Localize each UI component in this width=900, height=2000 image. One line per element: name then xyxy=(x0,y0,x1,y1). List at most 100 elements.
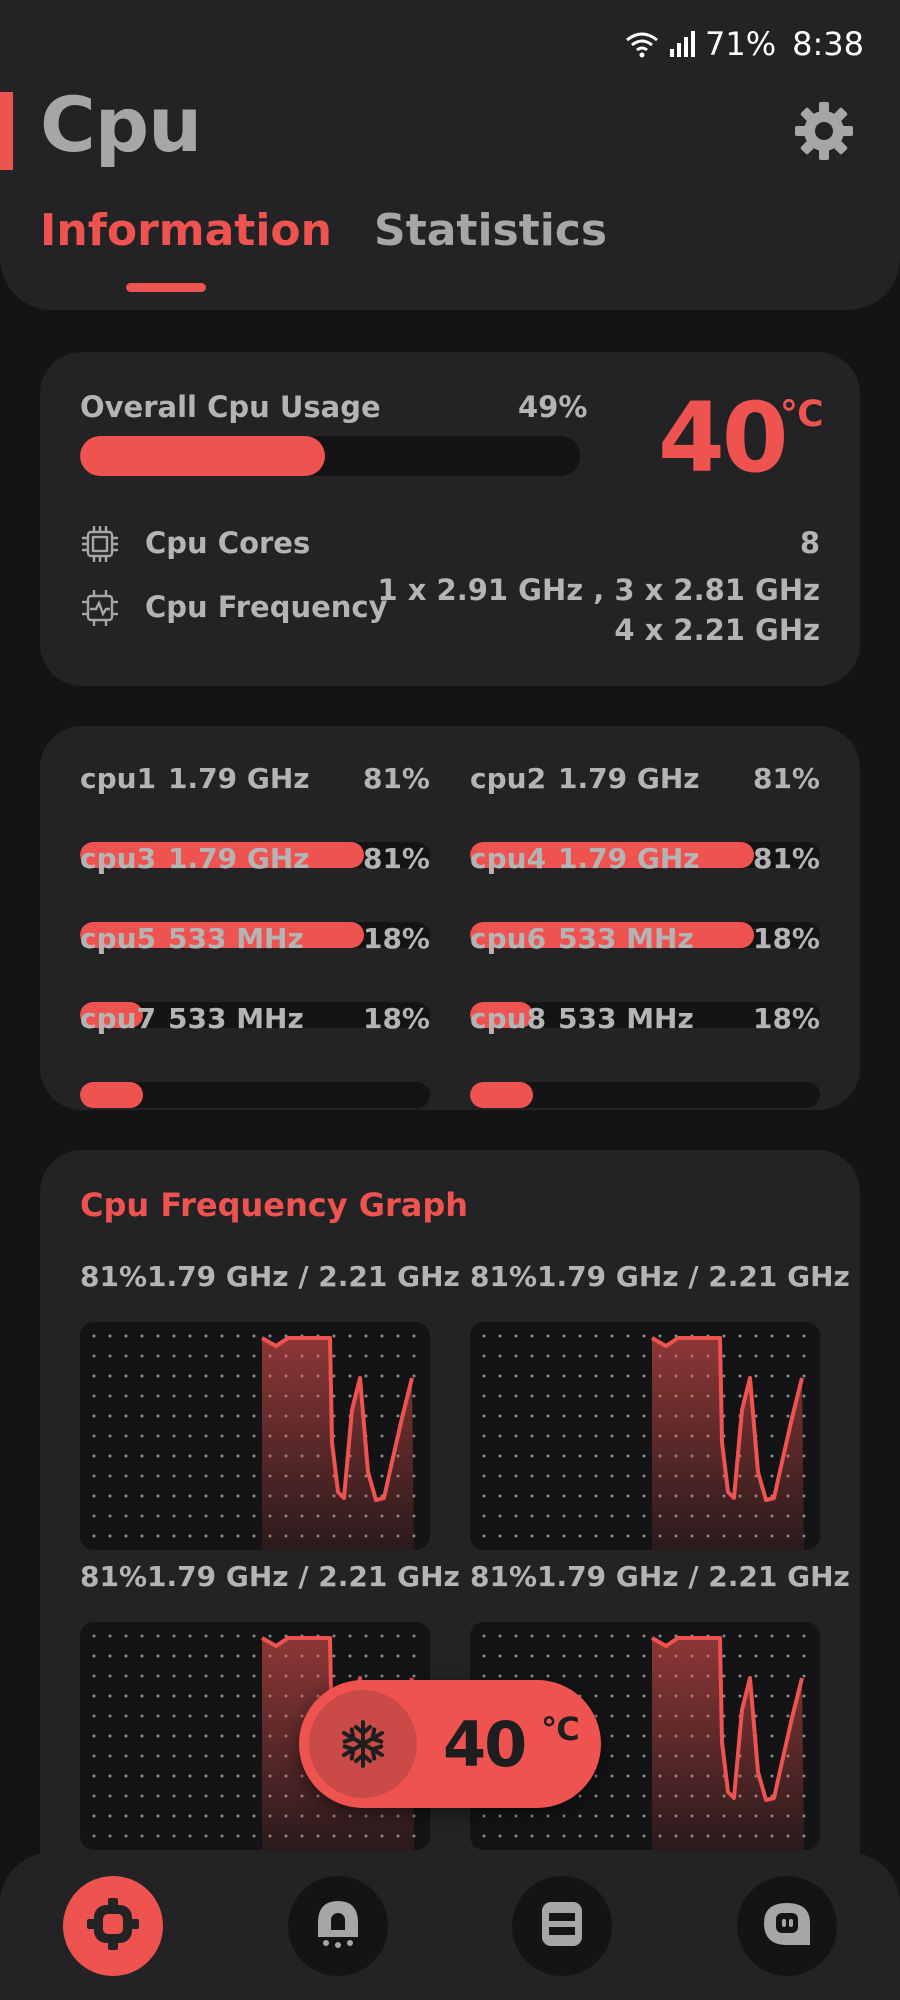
frequency-value: 1 x 2.91 GHz , 3 x 2.81 GHz 4 x 2.21 GHz xyxy=(377,570,820,650)
active-tab-indicator xyxy=(126,283,206,292)
signal-icon xyxy=(669,31,696,57)
title-accent-bar xyxy=(0,92,13,170)
graph-plot xyxy=(470,1622,820,1850)
core-percent: 81% xyxy=(362,762,430,795)
graph-line xyxy=(651,1336,804,1502)
cpu-chip-icon xyxy=(86,1897,140,1955)
graph-line xyxy=(651,1636,804,1802)
core-usage-item: cpu2 1.79 GHz 81% xyxy=(470,762,820,868)
graph-area xyxy=(652,1338,804,1550)
core-percent: 18% xyxy=(362,922,430,955)
tab-information[interactable]: Information xyxy=(40,205,332,256)
graph-area xyxy=(262,1338,414,1550)
usage-label: Overall Cpu Usage xyxy=(80,390,381,424)
core-percent: 18% xyxy=(362,1002,430,1035)
core-progress-fill xyxy=(80,842,364,868)
cpu-chip-icon xyxy=(80,524,120,564)
core-progress-fill xyxy=(470,1082,533,1108)
floating-temperature-unit: ℃ xyxy=(541,1710,580,1748)
frequency-graph: 81%1.79 GHz / 2.21 GHz xyxy=(470,1260,850,1550)
frequency-graph: 81%1.79 GHz / 2.21 GHz xyxy=(470,1560,850,1850)
core-frequency: 533 MHz xyxy=(168,1002,304,1035)
frequency-line-2: 4 x 2.21 GHz xyxy=(614,613,820,647)
core-name: cpu4 xyxy=(470,842,547,875)
graph-card-title: Cpu Frequency Graph xyxy=(80,1186,469,1224)
core-frequency: 1.79 GHz xyxy=(558,842,700,875)
cpu-overview-card: Overall Cpu Usage 49% 40 ℃ Cpu Cores 8 C… xyxy=(40,352,860,686)
core-progress-bar xyxy=(470,922,820,948)
floating-temperature-value: 40 xyxy=(443,1708,527,1781)
settings-gear-icon[interactable] xyxy=(793,100,855,162)
core-progress-fill xyxy=(470,922,754,948)
core-progress-bar xyxy=(470,1002,820,1028)
cores-value: 8 xyxy=(799,526,820,560)
graph-plot xyxy=(80,1322,430,1550)
core-name: cpu1 xyxy=(80,762,157,795)
core-progress-fill xyxy=(470,842,754,868)
core-usage-item: cpu8 533 MHz 18% xyxy=(470,1002,820,1108)
core-usage-item: cpu1 1.79 GHz 81% xyxy=(80,762,430,868)
core-name: cpu6 xyxy=(470,922,547,955)
core-frequency: 1.79 GHz xyxy=(558,762,700,795)
graph-plot xyxy=(470,1322,820,1550)
core-progress-fill xyxy=(80,1082,143,1108)
core-name: cpu5 xyxy=(80,922,157,955)
battery-percent: 71% xyxy=(705,25,777,63)
wifi-icon xyxy=(625,30,659,58)
core-progress-fill xyxy=(470,1002,533,1028)
graph-label: 81%1.79 GHz / 2.21 GHz xyxy=(80,1260,460,1293)
core-frequency: 533 MHz xyxy=(168,922,304,955)
snowflake-icon xyxy=(309,1690,417,1798)
nav-ghost-button[interactable] xyxy=(288,1876,388,1976)
cores-label: Cpu Cores xyxy=(145,526,311,560)
graph-area xyxy=(262,1638,414,1850)
chat-bot-icon xyxy=(760,1899,814,1953)
floating-temperature-button[interactable]: 40 ℃ xyxy=(299,1680,601,1808)
core-percent: 81% xyxy=(362,842,430,875)
core-progress-fill xyxy=(80,922,364,948)
frequency-label: Cpu Frequency xyxy=(145,590,388,624)
usage-percent: 49% xyxy=(518,390,588,424)
ghost-icon xyxy=(313,1897,363,1955)
graph-label: 81%1.79 GHz / 2.21 GHz xyxy=(470,1260,850,1293)
core-name: cpu7 xyxy=(80,1002,157,1035)
core-progress-bar xyxy=(470,1082,820,1108)
core-frequency: 533 MHz xyxy=(558,1002,694,1035)
temperature-value: 40 xyxy=(658,382,789,494)
usage-progress-fill xyxy=(80,436,325,476)
frequency-chip-icon xyxy=(80,588,120,628)
frequency-line-1: 1 x 2.91 GHz , 3 x 2.81 GHz xyxy=(377,573,820,607)
storage-icon xyxy=(539,1899,585,1953)
core-progress-bar xyxy=(80,842,430,868)
frequency-graph: 81%1.79 GHz / 2.21 GHz xyxy=(80,1260,460,1550)
graph-label: 81%1.79 GHz / 2.21 GHz xyxy=(80,1560,460,1593)
app-header: Cpu Information Statistics xyxy=(0,0,900,310)
bottom-navigation xyxy=(0,1852,900,2000)
clock: 8:38 xyxy=(792,25,864,63)
nav-cpu-button[interactable] xyxy=(63,1876,163,1976)
core-name: cpu8 xyxy=(470,1002,547,1035)
page-title: Cpu xyxy=(40,80,202,169)
core-progress-bar xyxy=(80,1082,430,1108)
core-progress-bar xyxy=(80,1002,430,1028)
core-name: cpu3 xyxy=(80,842,157,875)
usage-progress-bar xyxy=(80,436,580,476)
core-name: cpu2 xyxy=(470,762,547,795)
nav-storage-button[interactable] xyxy=(512,1876,612,1976)
nav-chat-button[interactable] xyxy=(737,1876,837,1976)
core-percent: 81% xyxy=(752,762,820,795)
core-usage-item: cpu4 1.79 GHz 81% xyxy=(470,842,820,948)
status-bar: 71% 8:38 xyxy=(0,0,900,80)
cpu-cores-card: cpu1 1.79 GHz 81% cpu2 1.79 GHz 81% cpu3 1.79 G… xyxy=(40,726,860,1110)
core-usage-item: cpu6 533 MHz 18% xyxy=(470,922,820,1028)
core-usage-item: cpu5 533 MHz 18% xyxy=(80,922,430,1028)
graph-area xyxy=(652,1638,804,1850)
core-frequency: 1.79 GHz xyxy=(168,762,310,795)
core-percent: 18% xyxy=(752,1002,820,1035)
core-progress-bar xyxy=(470,842,820,868)
core-percent: 81% xyxy=(752,842,820,875)
core-frequency: 533 MHz xyxy=(558,922,694,955)
tab-statistics[interactable]: Statistics xyxy=(374,205,608,256)
graph-label: 81%1.79 GHz / 2.21 GHz xyxy=(470,1560,850,1593)
core-usage-item: cpu7 533 MHz 18% xyxy=(80,1002,430,1108)
